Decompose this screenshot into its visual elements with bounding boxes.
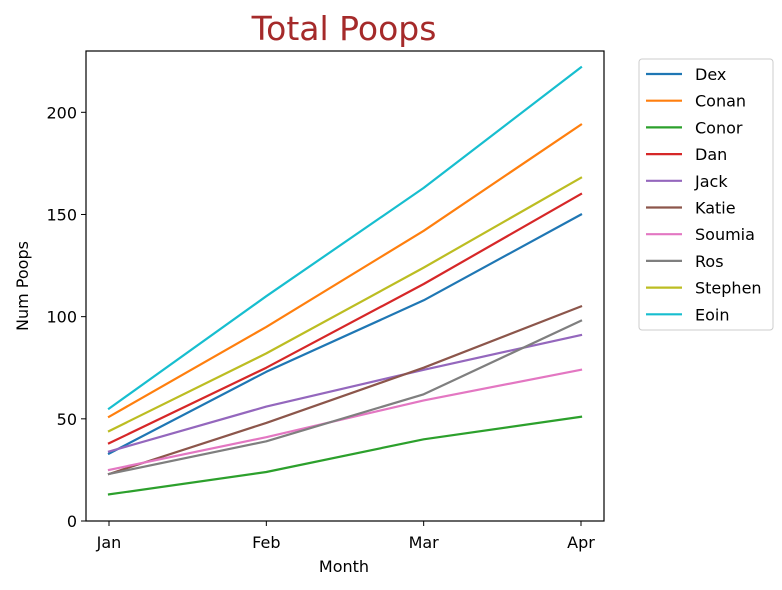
legend: Dex Conan Conor Dan Jack Katie Soumia Ros Stephe… [638, 58, 774, 331]
legend-label: Soumia [695, 225, 755, 244]
series-line-conan [107, 123, 583, 419]
legend-item-conan: Conan [646, 92, 746, 111]
x-tick-label: Jan [96, 533, 122, 552]
y-tick-label: 100 [46, 308, 77, 327]
legend-label: Eoin [695, 305, 729, 324]
x-axis-label: Month [319, 557, 369, 576]
legend-label: Conan [695, 92, 746, 111]
legend-item-jack: Jack [646, 172, 728, 191]
legend-item-conor: Conor [646, 118, 743, 137]
legend-label: Ros [695, 252, 724, 271]
legend-items: Dex Conan Conor Dan Jack Katie Soumia Ros Stephe… [646, 65, 762, 324]
y-tick-label: 50 [57, 410, 77, 429]
legend-item-dex: Dex [646, 65, 726, 84]
y-tick-label: 0 [67, 512, 77, 531]
legend-item-dan: Dan [646, 145, 727, 164]
series-line-dan [107, 192, 583, 445]
legend-item-soumia: Soumia [646, 225, 755, 244]
y-axis-label: Num Poops [13, 241, 32, 331]
legend-label: Dan [695, 145, 727, 164]
y-tick-label: 200 [46, 103, 77, 122]
series-line-dex [107, 213, 583, 456]
series-line-eoin [107, 65, 583, 411]
series-line-conor [107, 415, 583, 496]
x-tick-label: Mar [409, 533, 440, 552]
series-line-ros [107, 319, 583, 476]
y-axis: 0 50 100 150 200 [46, 103, 86, 531]
legend-label: Katie [695, 199, 736, 218]
legend-item-stephen: Stephen [646, 279, 762, 298]
x-tick-label: Feb [252, 533, 280, 552]
x-tick-label: Apr [567, 533, 595, 552]
legend-item-eoin: Eoin [646, 305, 729, 324]
x-axis: Jan Feb Mar Apr [96, 521, 595, 552]
legend-label: Stephen [695, 279, 762, 298]
legend-label: Dex [695, 65, 726, 84]
series-line-jack [107, 333, 583, 453]
plot-frame [85, 50, 605, 522]
legend-item-katie: Katie [646, 199, 736, 218]
series-line-katie [107, 304, 583, 476]
legend-label: Conor [695, 118, 743, 137]
y-tick-label: 150 [46, 205, 77, 224]
plot-area [107, 65, 583, 496]
legend-item-ros: Ros [646, 252, 724, 271]
chart-title: Total Poops [251, 9, 437, 48]
series-line-stephen [107, 176, 583, 433]
legend-label: Jack [694, 172, 728, 191]
